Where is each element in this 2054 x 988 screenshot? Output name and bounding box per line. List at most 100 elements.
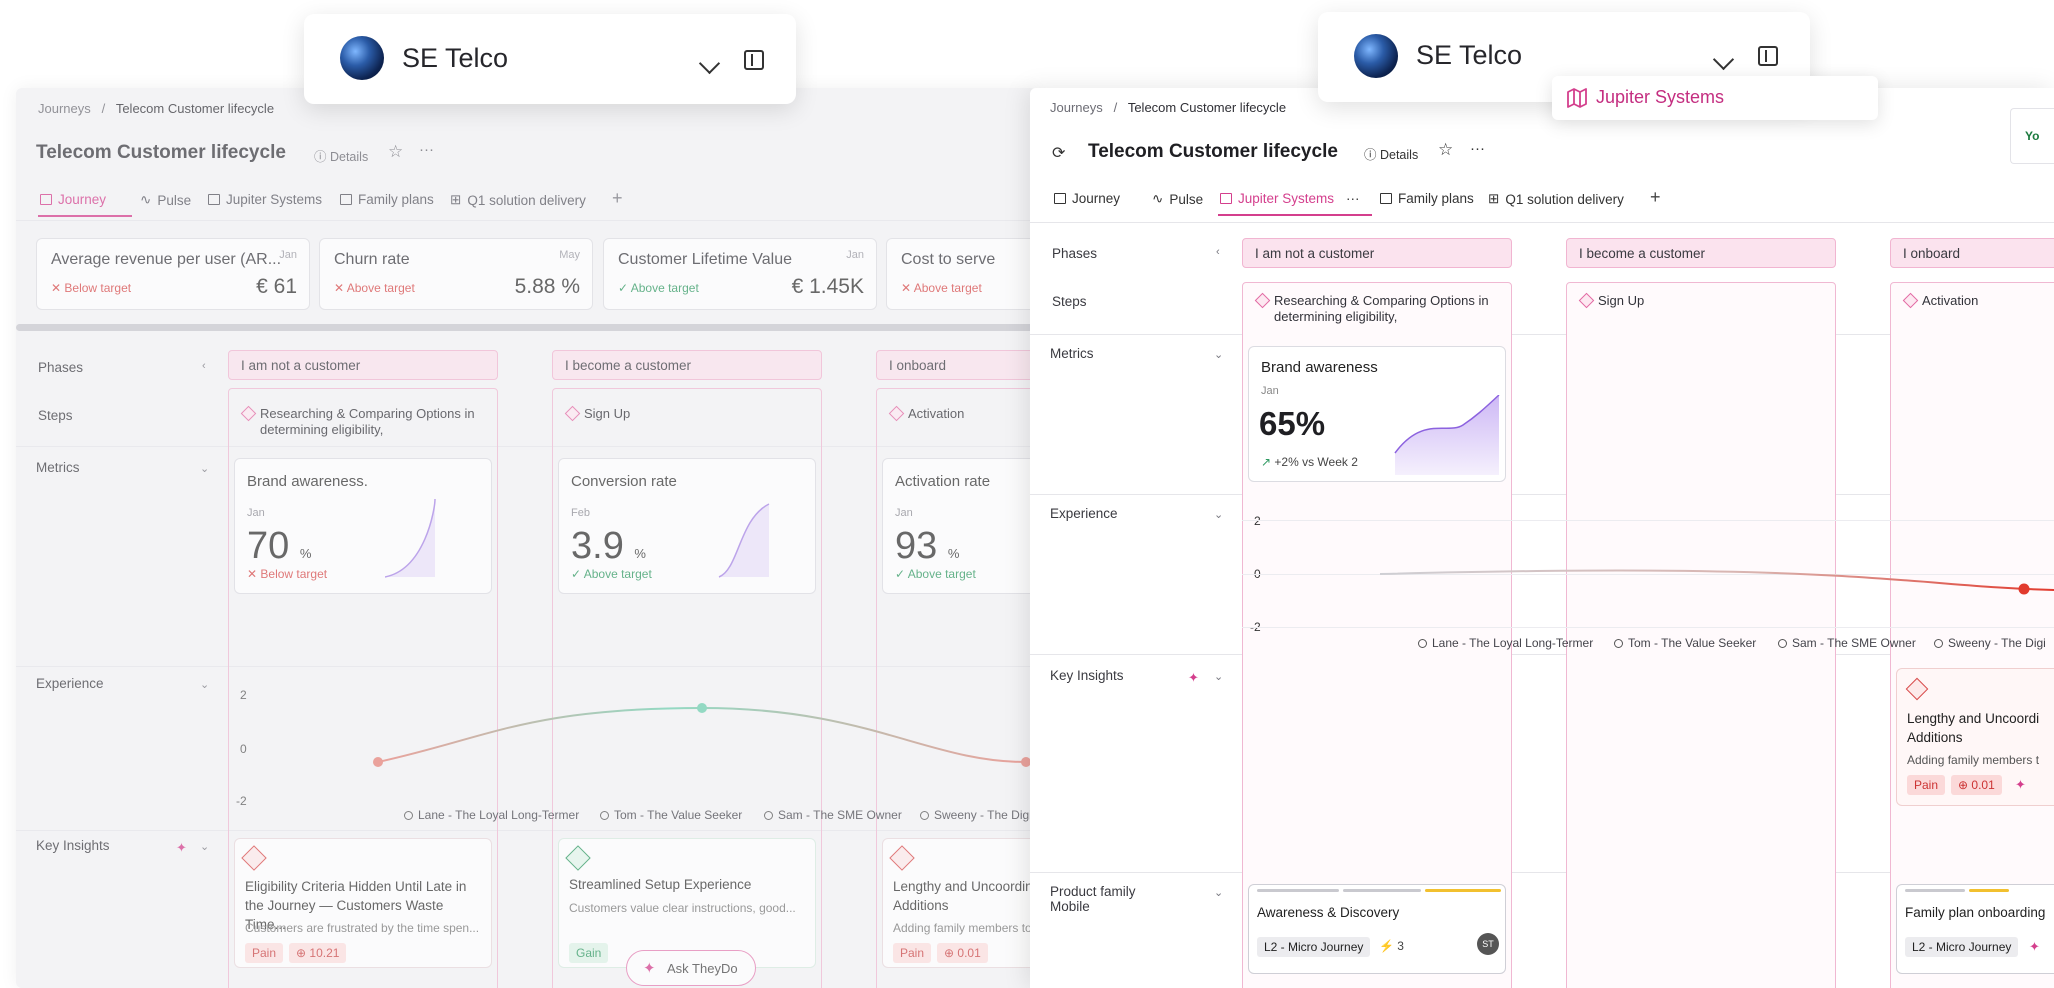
breadcrumb-root[interactable]: Journeys <box>38 101 91 116</box>
phase-header[interactable]: I am not a customer <box>228 350 498 380</box>
legend-item[interactable]: Sweeny - The Digi <box>1934 636 2046 650</box>
step-label[interactable]: Researching & Comparing Options in deter… <box>1274 293 1489 324</box>
metric-month: Jan <box>1261 385 1279 397</box>
workspace-switcher[interactable]: SE Telco <box>304 14 796 104</box>
horizontal-scrollbar[interactable] <box>16 324 1036 331</box>
step-label[interactable]: Activation <box>1922 293 1979 308</box>
experience-point[interactable] <box>373 757 383 767</box>
add-tab-icon[interactable]: + <box>1650 187 1661 207</box>
tab-family-plans[interactable]: Family plans <box>340 192 434 207</box>
tab-label: Pulse <box>157 192 192 208</box>
insight-title: Lengthy and Uncoordi Additions <box>1907 711 2040 745</box>
legend-item[interactable]: Tom - The Value Seeker <box>600 808 742 822</box>
avatar[interactable]: ST <box>1477 933 1499 955</box>
experience-point[interactable] <box>697 703 707 713</box>
insight-card[interactable]: Streamlined Setup Experience Customers v… <box>558 838 816 968</box>
metric-unit: % <box>634 546 646 561</box>
details-button[interactable]: ⓘ Details <box>314 150 369 164</box>
kpi-card[interactable]: Cost to serve ✕ Above target <box>886 238 1036 310</box>
sparkle-icon: ✦ <box>643 960 656 977</box>
collapse-left-icon[interactable]: ‹ <box>202 360 206 372</box>
tab-q1-solution-delivery[interactable]: ⊞ Q1 solution delivery <box>450 192 586 208</box>
metric-card[interactable]: Conversion rate Feb 3.9 % ✓ Above target <box>558 458 816 594</box>
tab-q1-solution-delivery[interactable]: ⊞ Q1 solution delivery <box>1488 191 1624 207</box>
kpi-card[interactable]: Customer Lifetime Value Jan ✓ Above targ… <box>603 238 877 310</box>
chevron-down-icon[interactable]: ⌄ <box>200 463 210 475</box>
breadcrumb-root[interactable]: Journeys <box>1050 100 1103 115</box>
legend-item[interactable]: Tom - The Value Seeker <box>1614 636 1756 650</box>
sparkle-icon[interactable]: ✦ <box>176 840 187 855</box>
tab-jupiter-systems[interactable]: Jupiter Systems <box>208 192 322 207</box>
sparkle-icon[interactable]: ✦ <box>2015 777 2026 792</box>
tab-journey[interactable]: Journey <box>40 192 106 207</box>
star-icon[interactable]: ☆ <box>388 142 404 161</box>
sidebar-toggle-icon[interactable] <box>744 50 764 70</box>
experience-point[interactable] <box>2018 583 2030 595</box>
product-card[interactable]: Family plan onboarding L2 - Micro Journe… <box>1896 884 2054 974</box>
legend-label: Sam - The SME Owner <box>1792 636 1916 650</box>
more-icon[interactable]: ··· <box>1470 140 1485 157</box>
add-tab-icon[interactable]: + <box>612 188 623 208</box>
legend-item[interactable]: Lane - The Loyal Long-Termer <box>404 808 579 822</box>
metric-value: 3.9 % <box>571 525 646 568</box>
step-label[interactable]: Sign Up <box>1598 293 1645 308</box>
ask-theydo-button[interactable]: ✦ Ask TheyDo <box>626 950 756 986</box>
breadcrumb-current[interactable]: Telecom Customer lifecycle <box>1127 100 1287 115</box>
tab-jupiter-systems[interactable]: Jupiter Systems ··· <box>1220 191 1360 206</box>
metric-card[interactable]: Activation rate Jan 93 % ✓ Above target <box>882 458 1036 594</box>
legend-item[interactable]: Sam - The SME Owner <box>764 808 902 822</box>
metric-card[interactable]: Brand awareness Jan 65% ↗ +2% vs Week 2 <box>1248 346 1506 482</box>
step-label[interactable]: Activation <box>908 406 965 421</box>
insight-card[interactable]: Lengthy and Uncoordi Additions Adding fa… <box>1896 668 2054 806</box>
chevron-down-icon[interactable] <box>1712 48 1735 71</box>
legend-item[interactable]: Lane - The Loyal Long-Termer <box>1418 636 1593 650</box>
tab-pulse[interactable]: ∿ Pulse <box>1152 191 1203 207</box>
chevron-down-icon[interactable]: ⌄ <box>1214 349 1224 361</box>
chevron-down-icon[interactable]: ⌄ <box>1214 509 1224 521</box>
details-button[interactable]: ⓘ Details <box>1364 148 1419 162</box>
star-icon[interactable]: ☆ <box>1438 140 1454 159</box>
product-card[interactable]: Awareness & Discovery L2 - Micro Journey… <box>1248 884 1506 974</box>
tab-journey[interactable]: Journey <box>1054 191 1120 206</box>
phase-header[interactable]: I onboard <box>1890 238 2054 268</box>
tab-more-icon[interactable]: ··· <box>1346 191 1360 206</box>
metric-card[interactable]: Brand awareness. Jan 70 % ✕ Below target <box>234 458 492 594</box>
sidebar-toggle-icon[interactable] <box>1758 46 1778 66</box>
phase-header[interactable]: I become a customer <box>1566 238 1836 268</box>
sparkle-icon[interactable]: ✦ <box>1188 670 1199 685</box>
more-icon[interactable]: ··· <box>419 141 434 158</box>
breadcrumb-current[interactable]: Telecom Customer lifecycle <box>115 101 275 116</box>
insight-desc: Adding family members to <box>893 921 1032 935</box>
metric-title: Brand awareness. <box>247 473 368 490</box>
phase-header[interactable]: I onboard <box>876 350 1036 380</box>
tab-family-plans[interactable]: Family plans <box>1380 191 1474 206</box>
chevron-down-icon[interactable]: ⌄ <box>200 679 210 691</box>
legend-item[interactable]: Sam - The SME Owner <box>1778 636 1916 650</box>
tab-pulse[interactable]: ∿ Pulse <box>140 192 191 208</box>
page-title: Telecom Customer lifecycle <box>1088 141 1338 162</box>
step-label[interactable]: Researching & Comparing Options in deter… <box>260 406 475 437</box>
phase-header[interactable]: I am not a customer <box>1242 238 1512 268</box>
breadcrumb: Journeys / Telecom Customer lifecycle <box>38 101 274 116</box>
dropdown-item-jupiter-systems[interactable]: Jupiter Systems <box>1596 87 1725 107</box>
insight-card[interactable]: Eligibility Criteria Hidden Until Late i… <box>234 838 492 968</box>
sparkle-icon[interactable]: ✦ <box>2029 939 2040 954</box>
metric-sparkline <box>1394 395 1500 475</box>
kpi-card[interactable]: Churn rate May ✕ Above target 5.88 % <box>319 238 593 310</box>
legend-item[interactable]: Sweeny - The Digi <box>920 808 1032 822</box>
chevron-down-icon[interactable]: ⌄ <box>1214 671 1224 683</box>
chevron-down-icon[interactable]: ⌄ <box>200 841 210 853</box>
row-label-experience: Experience <box>36 676 104 691</box>
kpi-card[interactable]: Average revenue per user (AR... Jan ✕ Be… <box>36 238 310 310</box>
active-tab-indicator <box>1218 214 1372 216</box>
count-value: 3 <box>1397 939 1404 953</box>
step-label[interactable]: Sign Up <box>584 406 631 421</box>
chevron-down-icon[interactable]: ⌄ <box>1214 887 1224 899</box>
phase-header[interactable]: I become a customer <box>552 350 822 380</box>
insight-card[interactable]: Lengthy and Uncoordin Additions Adding f… <box>882 838 1036 968</box>
kpi-status: ✕ Below target <box>51 281 132 295</box>
experience-point[interactable] <box>1021 757 1031 767</box>
chevron-down-icon[interactable] <box>698 52 721 75</box>
collapse-left-icon[interactable]: ‹ <box>1216 246 1220 258</box>
legend-label: Sam - The SME Owner <box>778 808 902 822</box>
